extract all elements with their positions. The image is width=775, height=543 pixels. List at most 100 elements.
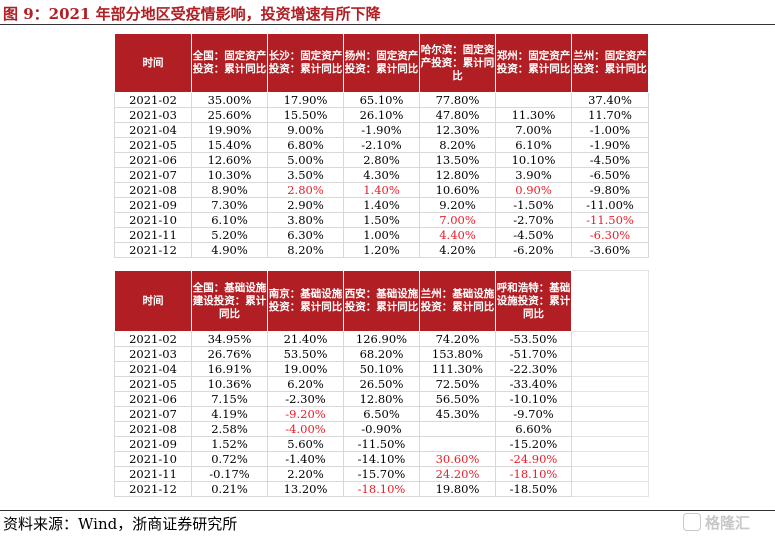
value-cell: 13.50%	[419, 152, 496, 168]
value-cell: 10.10%	[495, 152, 572, 168]
value-cell: 35.00%	[191, 92, 268, 108]
value-cell	[419, 436, 496, 452]
value-cell: -53.50%	[495, 331, 572, 347]
value-cell: 153.80%	[419, 346, 496, 362]
value-cell: 3.80%	[267, 212, 344, 228]
value-cell: 37.40%	[571, 92, 649, 108]
table2-header-cell: 全国：基础设施建设投资：累计同比	[191, 270, 268, 332]
value-cell: 10.36%	[191, 376, 268, 392]
table-row: 2021-07 4.19% -9.20% 6.50% 45.30% -9.70%	[114, 406, 649, 422]
table-row: 2021-12 4.90% 8.20% 1.20% 4.20% -6.20% -3.60%	[114, 242, 649, 258]
date-cell: 2021-12	[114, 481, 192, 497]
value-cell: 12.30%	[419, 122, 496, 138]
value-cell: -1.90%	[571, 137, 649, 153]
value-cell	[571, 451, 649, 467]
value-cell: -1.00%	[571, 122, 649, 138]
date-cell: 2021-11	[114, 466, 192, 482]
value-cell: 65.10%	[343, 92, 420, 108]
date-cell: 2021-03	[114, 346, 192, 362]
value-cell: 7.00%	[419, 212, 496, 228]
value-cell: 3.50%	[267, 167, 344, 183]
value-cell: -15.70%	[343, 466, 420, 482]
value-cell: 1.20%	[343, 242, 420, 258]
table1-header-cell: 扬州：固定资产投资：累计同比	[343, 33, 420, 93]
table-row: 2021-02 34.95% 21.40% 126.90% 74.20% -53.50%	[114, 331, 649, 347]
table2-header-cell	[571, 270, 649, 332]
value-cell: -4.00%	[267, 421, 344, 437]
watermark-logo-icon	[683, 513, 701, 531]
table2-header-row: 时间 全国：基础设施建设投资：累计同比 南京：基础设施投资：累计同比 西安：基础设施投…	[114, 270, 649, 332]
value-cell: 2.80%	[343, 152, 420, 168]
table1-header-cell: 郑州：固定资产投资：累计同比	[495, 33, 572, 93]
value-cell	[571, 391, 649, 407]
value-cell: 15.50%	[267, 107, 344, 123]
value-cell: 6.30%	[267, 227, 344, 243]
table-row: 2021-11 -0.17% 2.20% -15.70% 24.20% -18.10%	[114, 466, 649, 482]
date-cell: 2021-04	[114, 122, 192, 138]
value-cell: -22.30%	[495, 361, 572, 377]
table2-header-cell: 南京：基础设施投资：累计同比	[267, 270, 344, 332]
table1-header-cell: 兰州：固定资产投资：累计同比	[571, 33, 649, 93]
value-cell: -3.60%	[571, 242, 649, 258]
value-cell: 72.50%	[419, 376, 496, 392]
value-cell: 2.58%	[191, 421, 268, 437]
value-cell: 6.80%	[267, 137, 344, 153]
value-cell: 26.10%	[343, 107, 420, 123]
table-row: 2021-03 25.60% 15.50% 26.10% 47.80% 11.30% 11.…	[114, 107, 649, 123]
table-row: 2021-04 19.90% 9.00% -1.90% 12.30% 7.00% -1.00…	[114, 122, 649, 138]
figure-title: 图 9：2021 年部分地区受疫情影响，投资增速有所下降	[3, 5, 381, 23]
value-cell: 6.50%	[343, 406, 420, 422]
value-cell: -18.10%	[343, 481, 420, 497]
bottom-rule	[0, 510, 775, 511]
value-cell: 45.30%	[419, 406, 496, 422]
value-cell: -6.20%	[495, 242, 572, 258]
date-cell: 2021-07	[114, 167, 192, 183]
value-cell: 50.10%	[343, 361, 420, 377]
value-cell: 6.10%	[191, 212, 268, 228]
value-cell: 53.50%	[267, 346, 344, 362]
table-row: 2021-03 26.76% 53.50% 68.20% 153.80% -51.70%	[114, 346, 649, 362]
value-cell: 12.80%	[419, 167, 496, 183]
value-cell	[571, 421, 649, 437]
watermark: 格隆汇	[683, 512, 750, 533]
date-cell: 2021-02	[114, 331, 192, 347]
date-cell: 2021-02	[114, 92, 192, 108]
value-cell: 19.90%	[191, 122, 268, 138]
value-cell: 1.40%	[343, 197, 420, 213]
top-rule	[0, 24, 775, 25]
value-cell: -24.90%	[495, 451, 572, 467]
value-cell: 26.50%	[343, 376, 420, 392]
table-row: 2021-08 8.90% 2.80% 1.40% 10.60% 0.90% -9.80%	[114, 182, 649, 198]
value-cell: 21.40%	[267, 331, 344, 347]
value-cell: 16.91%	[191, 361, 268, 377]
table-row: 2021-06 7.15% -2.30% 12.80% 56.50% -10.10%	[114, 391, 649, 407]
value-cell: 8.90%	[191, 182, 268, 198]
value-cell: 25.60%	[191, 107, 268, 123]
table-row: 2021-11 5.20% 6.30% 1.00% 4.40% -4.50% -6.30%	[114, 227, 649, 243]
value-cell: -9.80%	[571, 182, 649, 198]
value-cell: -11.50%	[571, 212, 649, 228]
table-row: 2021-09 1.52% 5.60% -11.50% -15.20%	[114, 436, 649, 452]
date-cell: 2021-09	[114, 436, 192, 452]
value-cell	[571, 346, 649, 362]
value-cell: -11.50%	[343, 436, 420, 452]
value-cell: 2.90%	[267, 197, 344, 213]
value-cell: -2.10%	[343, 137, 420, 153]
value-cell: 19.80%	[419, 481, 496, 497]
table1-header-cell: 长沙：固定资产投资：累计同比	[267, 33, 344, 93]
table-row: 2021-05 10.36% 6.20% 26.50% 72.50% -33.40%	[114, 376, 649, 392]
value-cell: -33.40%	[495, 376, 572, 392]
value-cell: -14.10%	[343, 451, 420, 467]
value-cell: 6.60%	[495, 421, 572, 437]
table1-header-row: 时间 全国：固定资产投资：累计同比 长沙：固定资产投资：累计同比 扬州：固定资产投资：…	[114, 33, 649, 93]
table-row: 2021-10 0.72% -1.40% -14.10% 30.60% -24.90%	[114, 451, 649, 467]
infrastructure-investment-table: 时间 全国：基础设施建设投资：累计同比 南京：基础设施投资：累计同比 西安：基础设施投…	[114, 270, 649, 497]
table1-header-cell: 时间	[114, 33, 192, 93]
value-cell: 10.60%	[419, 182, 496, 198]
table2-body: 2021-02 34.95% 21.40% 126.90% 74.20% -53.50% 2…	[114, 331, 649, 497]
value-cell: 6.10%	[495, 137, 572, 153]
value-cell: 4.40%	[419, 227, 496, 243]
date-cell: 2021-06	[114, 152, 192, 168]
table2-header-cell: 兰州：基础设施投资：累计同比	[419, 270, 496, 332]
value-cell: 4.19%	[191, 406, 268, 422]
